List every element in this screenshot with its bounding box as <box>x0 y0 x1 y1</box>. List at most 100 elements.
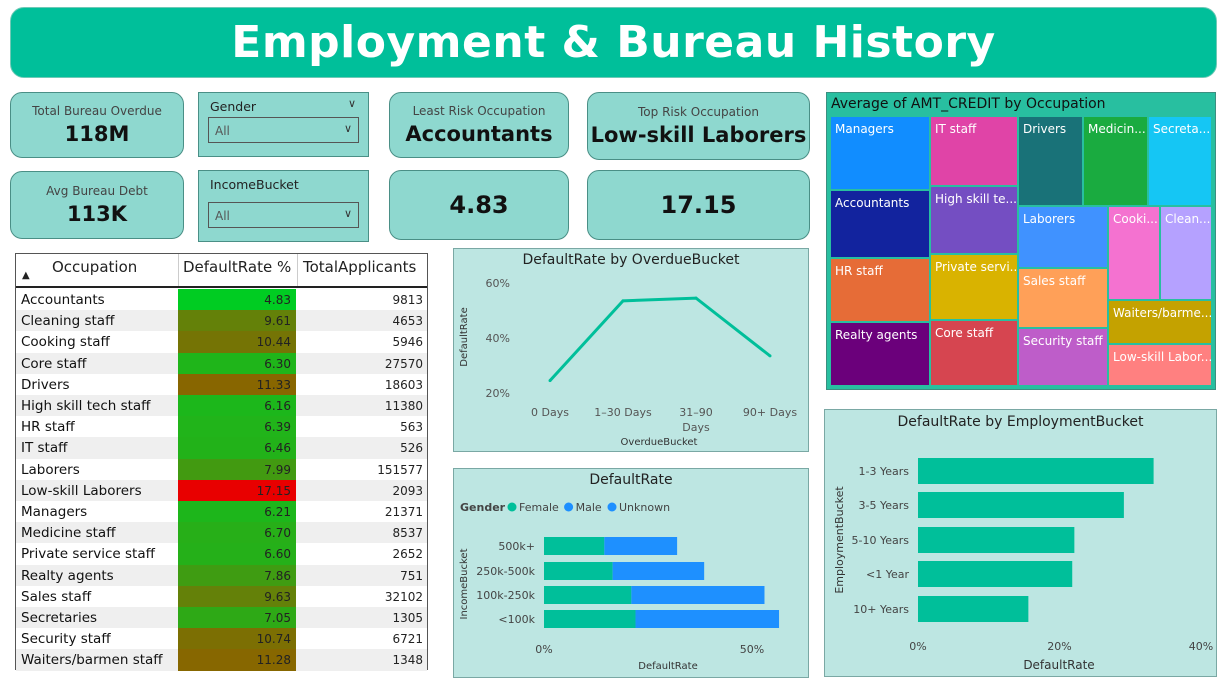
treemap-tile[interactable]: Managers <box>831 117 929 189</box>
x-tick-label: 31–90 <box>679 406 713 419</box>
x-tick-label: 50% <box>740 643 764 656</box>
bar[interactable] <box>918 527 1075 553</box>
table-row[interactable]: Low-skill Laborers 17.15 2093 <box>16 479 427 501</box>
legend-marker[interactable] <box>607 502 617 512</box>
treemap-tile[interactable]: Security staff <box>1019 329 1107 385</box>
legend-label[interactable]: Female <box>519 501 559 514</box>
card-label: Total Bureau Overdue <box>32 104 162 118</box>
top-risk-rate-card: 17.15 <box>587 170 810 240</box>
legend-label[interactable]: Male <box>576 501 602 514</box>
data-point[interactable] <box>548 379 552 383</box>
table-row[interactable]: Cleaning staff 9.61 4653 <box>16 310 427 332</box>
y-tick-label: 250k-500k <box>476 565 535 578</box>
chart-title: DefaultRate <box>589 472 673 488</box>
chart-title: Average of AMT_CREDIT by Occupation <box>831 96 1106 112</box>
legend-marker[interactable] <box>507 502 517 512</box>
data-point[interactable] <box>694 296 698 300</box>
cell-occupation: Sales staff <box>21 588 92 605</box>
table-row[interactable]: Realty agents 7.86 751 <box>16 564 427 586</box>
x-axis-title: DefaultRate <box>1023 658 1094 672</box>
column-header-total-applicants[interactable]: TotalApplicants <box>297 254 427 286</box>
cell-default-rate: 7.86 <box>178 564 296 586</box>
cell-occupation: IT staff <box>21 440 68 457</box>
treemap-tile[interactable]: Clean... <box>1161 207 1211 299</box>
treemap-tile[interactable]: Waiters/barme... <box>1109 301 1211 343</box>
bar-segment-male[interactable] <box>612 562 705 580</box>
legend-marker[interactable] <box>564 502 574 512</box>
table-row[interactable]: Accountants 4.83 9813 <box>16 289 427 311</box>
bar[interactable] <box>918 561 1073 587</box>
table-row[interactable]: Sales staff 9.63 32102 <box>16 585 427 607</box>
bar-segment-female[interactable] <box>544 537 605 555</box>
bar-segment-male[interactable] <box>604 537 678 555</box>
data-point[interactable] <box>621 299 625 303</box>
treemap-tile[interactable]: Medicin... <box>1084 117 1147 205</box>
bar[interactable] <box>918 458 1154 484</box>
table-row[interactable]: Secretaries 7.05 1305 <box>16 607 427 629</box>
column-header-default-rate[interactable]: DefaultRate % <box>178 254 296 286</box>
income-bucket-slicer[interactable]: IncomeBucket All ∨ <box>198 170 369 242</box>
bar-segment-female[interactable] <box>544 586 632 604</box>
treemap-tile-label: Drivers <box>1023 122 1067 136</box>
treemap-tile[interactable]: Realty agents <box>831 323 929 385</box>
bar-segment-male[interactable] <box>635 610 780 628</box>
treemap-tile[interactable]: High skill te... <box>931 187 1017 253</box>
table-row[interactable]: Security staff 10.74 6721 <box>16 628 427 650</box>
table-row[interactable]: Core staff 6.30 27570 <box>16 352 427 374</box>
table-row[interactable]: Waiters/barmen staff 11.28 1348 <box>16 649 427 671</box>
cell-occupation: Laborers <box>21 461 80 478</box>
cell-occupation: Secretaries <box>21 610 98 626</box>
chevron-down-icon[interactable]: ∨ <box>347 97 356 110</box>
gender-dropdown[interactable]: All ∨ <box>208 117 359 143</box>
treemap-tile[interactable]: Sales staff <box>1019 269 1107 327</box>
treemap-tile-label: Waiters/barme... <box>1113 306 1211 320</box>
bar[interactable] <box>918 596 1029 622</box>
x-tick-label: Days <box>682 421 710 434</box>
table-row[interactable]: Medicine staff 6.70 8537 <box>16 522 427 544</box>
treemap-tile[interactable]: Secreta... <box>1149 117 1211 205</box>
income-bucket-dropdown[interactable]: All ∨ <box>208 202 359 228</box>
page-title: Employment & Bureau History <box>231 17 996 68</box>
treemap-tile[interactable]: HR staff <box>831 259 929 321</box>
default-rate-by-employment-chart: DefaultRate by EmploymentBucket 1-3 Year… <box>824 409 1217 677</box>
cell-default-rate: 9.63 <box>178 585 296 607</box>
table-header: Occupation ▲ DefaultRate % TotalApplican… <box>16 254 427 288</box>
treemap-tile[interactable]: Low-skill Labor... <box>1109 345 1211 385</box>
table-row[interactable]: Laborers 7.99 151577 <box>16 458 427 480</box>
cell-default-rate: 10.44 <box>178 331 296 353</box>
treemap-tile[interactable]: Cooki... <box>1109 207 1159 299</box>
table-row[interactable]: HR staff 6.39 563 <box>16 416 427 438</box>
treemap-tile[interactable]: Core staff <box>931 321 1017 385</box>
cell-occupation: Low-skill Laborers <box>21 482 142 499</box>
treemap-tile-label: Accountants <box>835 196 910 210</box>
treemap-tile[interactable]: Laborers <box>1019 207 1107 267</box>
treemap-tile[interactable]: Accountants <box>831 191 929 257</box>
chevron-down-icon[interactable]: ∨ <box>343 122 352 135</box>
table-row[interactable]: IT staff 6.46 526 <box>16 437 427 459</box>
bar[interactable] <box>918 492 1124 518</box>
cell-occupation: Waiters/barmen staff <box>21 652 163 669</box>
bar-segment-female[interactable] <box>544 610 636 628</box>
treemap-tile[interactable]: IT staff <box>931 117 1017 185</box>
column-header-occupation[interactable]: Occupation ▲ <box>22 258 138 281</box>
y-axis-title: EmploymentBucket <box>833 486 846 594</box>
y-tick-label: 60% <box>486 277 510 290</box>
bar-segment-female[interactable] <box>544 562 613 580</box>
cell-occupation: Security staff <box>21 631 111 648</box>
treemap-tile-label: HR staff <box>835 264 883 278</box>
table-row[interactable]: High skill tech staff 6.16 11380 <box>16 395 427 417</box>
table-row[interactable]: Cooking staff 10.44 5946 <box>16 331 427 353</box>
bar-segment-male[interactable] <box>631 586 765 604</box>
data-point[interactable] <box>768 354 772 358</box>
legend-label[interactable]: Unknown <box>619 501 670 514</box>
cell-default-rate: 6.39 <box>178 416 296 438</box>
table-row[interactable]: Managers 6.21 21371 <box>16 501 427 523</box>
gender-slicer[interactable]: Gender ∨ All ∨ <box>198 92 369 157</box>
card-value: 113K <box>66 202 128 226</box>
treemap-tile[interactable]: Private servi... <box>931 255 1017 319</box>
treemap-tile[interactable]: Drivers <box>1019 117 1082 205</box>
table-row[interactable]: Drivers 11.33 18603 <box>16 373 427 395</box>
sort-ascending-icon[interactable]: ▲ <box>22 270 30 281</box>
chevron-down-icon[interactable]: ∨ <box>343 207 352 220</box>
table-row[interactable]: Private service staff 6.60 2652 <box>16 543 427 565</box>
